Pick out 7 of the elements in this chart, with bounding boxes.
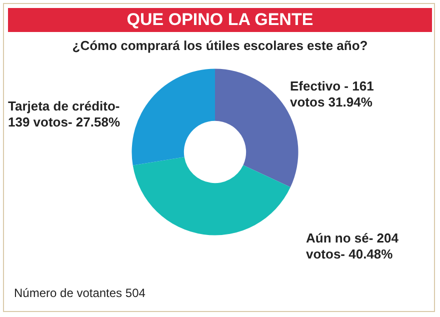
slice-label: Aún no sé- 204 votos- 40.48% [306,230,402,262]
text: Número de votantes 504 [14,286,146,300]
chart-subtitle: ¿Cómo comprará los útiles escolares este año? [71,38,369,53]
chart-title: QUE OPINO LA GENTE [8,8,432,32]
slice-label: Tarjeta de crédito- [8,98,124,114]
slice-label: Efectivo - 161 votos 31.94% [290,78,378,110]
data-label: 139 votos- 27.58% [8,114,120,130]
